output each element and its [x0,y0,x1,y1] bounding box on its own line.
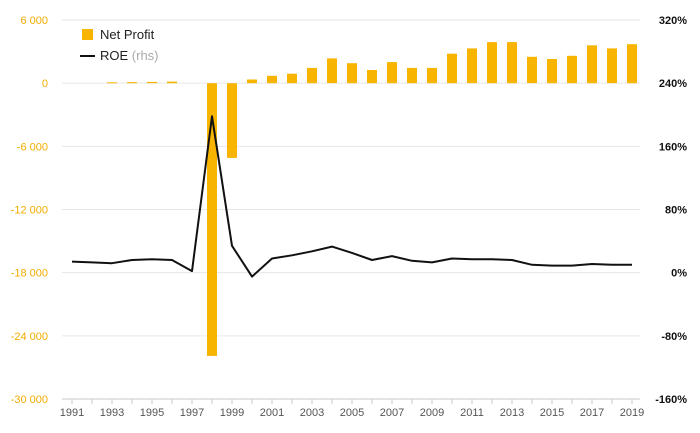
net-profit-bar [447,53,457,84]
right-tick-label: 320% [659,15,687,27]
net-profit-bar [127,82,137,84]
net-profit-bar [327,58,337,84]
left-tick-label: -6 000 [17,141,48,153]
x-tick-label: 2015 [540,407,564,419]
gridlines [62,19,640,400]
legend-line-name: ROE [100,48,129,63]
right-tick-label: 240% [659,78,687,90]
net-profit-bar [247,79,257,84]
legend: Net Profit ROE (rhs) [80,27,159,63]
net-profit-bar [287,73,297,84]
legend-bar-label: Net Profit [100,27,155,42]
x-tick-label: 2003 [300,407,324,419]
net-profit-bar [527,56,537,84]
left-tick-label: -30 000 [11,394,48,406]
roe-line-layer [71,115,632,278]
left-tick-label: -12 000 [11,205,48,217]
x-tick-label: 1993 [100,407,124,419]
x-tick-label: 2001 [260,407,284,419]
right-tick-label: 80% [665,205,687,217]
net-profit-bar [207,83,217,356]
x-axis: 1991 1993 1995 1997 1999 2001 2003 2005 2007 2009… [60,399,644,419]
right-tick-label: 160% [659,141,687,153]
net-profit-bars [107,42,637,356]
x-tick-label: 2007 [380,407,404,419]
net-profit-bar [567,55,577,84]
net-profit-bar [467,48,477,84]
right-axis-ticks: 320% 240% 160% 80% 0% -80% -160% [655,15,687,406]
legend-line-note: (rhs) [132,48,159,63]
net-profit-bar [227,83,237,158]
left-tick-label: 6 000 [20,15,48,27]
legend-bar-swatch [82,29,93,40]
x-tick-label: 2013 [500,407,524,419]
net-profit-bar [387,62,397,84]
x-tick-label: 2005 [340,407,364,419]
net-profit-bar [587,45,597,84]
net-profit-bar [547,59,557,84]
left-tick-label: -18 000 [11,268,48,280]
right-tick-label: -80% [661,331,687,343]
net-profit-bar [267,75,277,84]
x-tick-label: 2011 [460,407,484,419]
x-tick-label: 2009 [420,407,444,419]
net-profit-bar [427,67,437,84]
x-tick-label: 1995 [140,407,164,419]
net-profit-bar [507,42,517,84]
left-axis-ticks: 6 000 0 -6 000 -12 000 -18 000 -24 000 -30 000 [11,15,48,406]
net-profit-bar [407,67,417,84]
right-tick-label: -160% [655,394,687,406]
net-profit-bar [607,48,617,84]
left-tick-label: 0 [42,78,48,90]
net-profit-bar [107,82,117,84]
x-tick-label: 2017 [580,407,604,419]
net-profit-bar [627,44,637,84]
net-profit-bar [367,70,377,84]
x-tick-label: 1997 [180,407,204,419]
x-tick-label: 2019 [620,407,644,419]
net-profit-bar [307,67,317,84]
net-profit-bar [487,42,497,84]
net-profit-bar [147,81,157,84]
left-tick-label: -24 000 [11,331,48,343]
net-profit-bar [347,63,357,84]
net-profit-bar [167,81,177,84]
legend-line-label: ROE (rhs) [100,48,159,63]
right-tick-label: 0% [671,268,687,280]
x-tick-label: 1999 [220,407,244,419]
x-tick-label: 1991 [60,407,84,419]
roe-line [71,115,632,278]
